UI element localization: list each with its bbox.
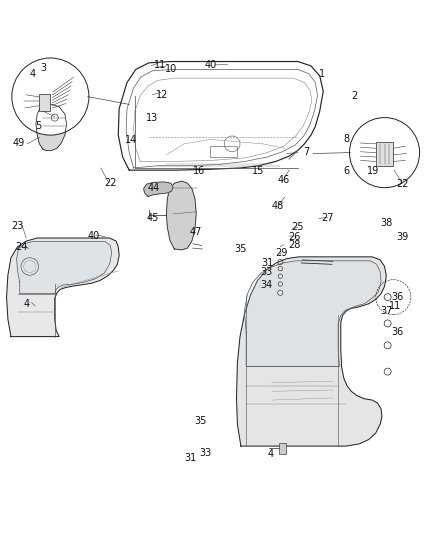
Polygon shape <box>237 257 386 446</box>
Text: 15: 15 <box>252 166 265 176</box>
Text: 7: 7 <box>304 147 310 157</box>
Text: 31: 31 <box>184 454 197 463</box>
Polygon shape <box>36 104 67 150</box>
Text: 13: 13 <box>146 112 159 123</box>
Polygon shape <box>166 181 196 250</box>
Text: 6: 6 <box>343 166 349 176</box>
Text: 44: 44 <box>148 183 160 192</box>
Text: 11: 11 <box>389 301 401 311</box>
Text: 4: 4 <box>23 298 29 309</box>
Text: 8: 8 <box>343 134 349 144</box>
Text: 19: 19 <box>367 166 379 176</box>
Text: 10: 10 <box>165 63 177 74</box>
Polygon shape <box>244 261 381 366</box>
FancyBboxPatch shape <box>279 443 286 454</box>
Text: 4: 4 <box>268 449 274 459</box>
Text: 49: 49 <box>12 138 25 148</box>
Polygon shape <box>17 241 112 294</box>
Polygon shape <box>7 238 119 336</box>
Text: 33: 33 <box>199 448 211 458</box>
Text: 29: 29 <box>275 248 287 259</box>
Text: 23: 23 <box>11 221 24 231</box>
Polygon shape <box>144 182 173 197</box>
Text: 45: 45 <box>146 213 159 223</box>
Text: 39: 39 <box>396 232 408 242</box>
Text: 24: 24 <box>15 242 27 252</box>
FancyBboxPatch shape <box>39 94 50 111</box>
Text: 27: 27 <box>321 213 334 223</box>
Text: 34: 34 <box>260 280 272 290</box>
Circle shape <box>12 58 89 135</box>
Text: 1: 1 <box>319 69 325 79</box>
Text: 31: 31 <box>261 258 273 268</box>
Text: 22: 22 <box>397 179 409 189</box>
Text: 40: 40 <box>88 231 100 241</box>
FancyBboxPatch shape <box>376 142 393 166</box>
Text: 46: 46 <box>278 175 290 185</box>
Circle shape <box>350 118 420 188</box>
Text: 37: 37 <box>380 306 392 316</box>
Text: 48: 48 <box>272 201 284 211</box>
Text: 33: 33 <box>260 266 272 277</box>
Text: 2: 2 <box>352 91 358 101</box>
Text: 35: 35 <box>235 244 247 254</box>
Text: 47: 47 <box>190 228 202 237</box>
Text: 3: 3 <box>41 63 47 73</box>
Text: 36: 36 <box>392 327 404 337</box>
Text: 26: 26 <box>288 232 300 242</box>
Text: 16: 16 <box>193 166 205 176</box>
Text: 12: 12 <box>156 90 168 100</box>
Text: 25: 25 <box>292 222 304 232</box>
Text: 36: 36 <box>392 292 404 302</box>
Text: 4: 4 <box>30 69 36 79</box>
Text: 38: 38 <box>380 217 392 228</box>
Text: 14: 14 <box>125 135 138 146</box>
Text: 35: 35 <box>194 416 207 426</box>
Text: 22: 22 <box>104 178 117 188</box>
Text: 28: 28 <box>288 240 300 251</box>
Text: 5: 5 <box>35 122 42 131</box>
Text: 40: 40 <box>205 60 217 70</box>
Text: 11: 11 <box>154 60 166 70</box>
